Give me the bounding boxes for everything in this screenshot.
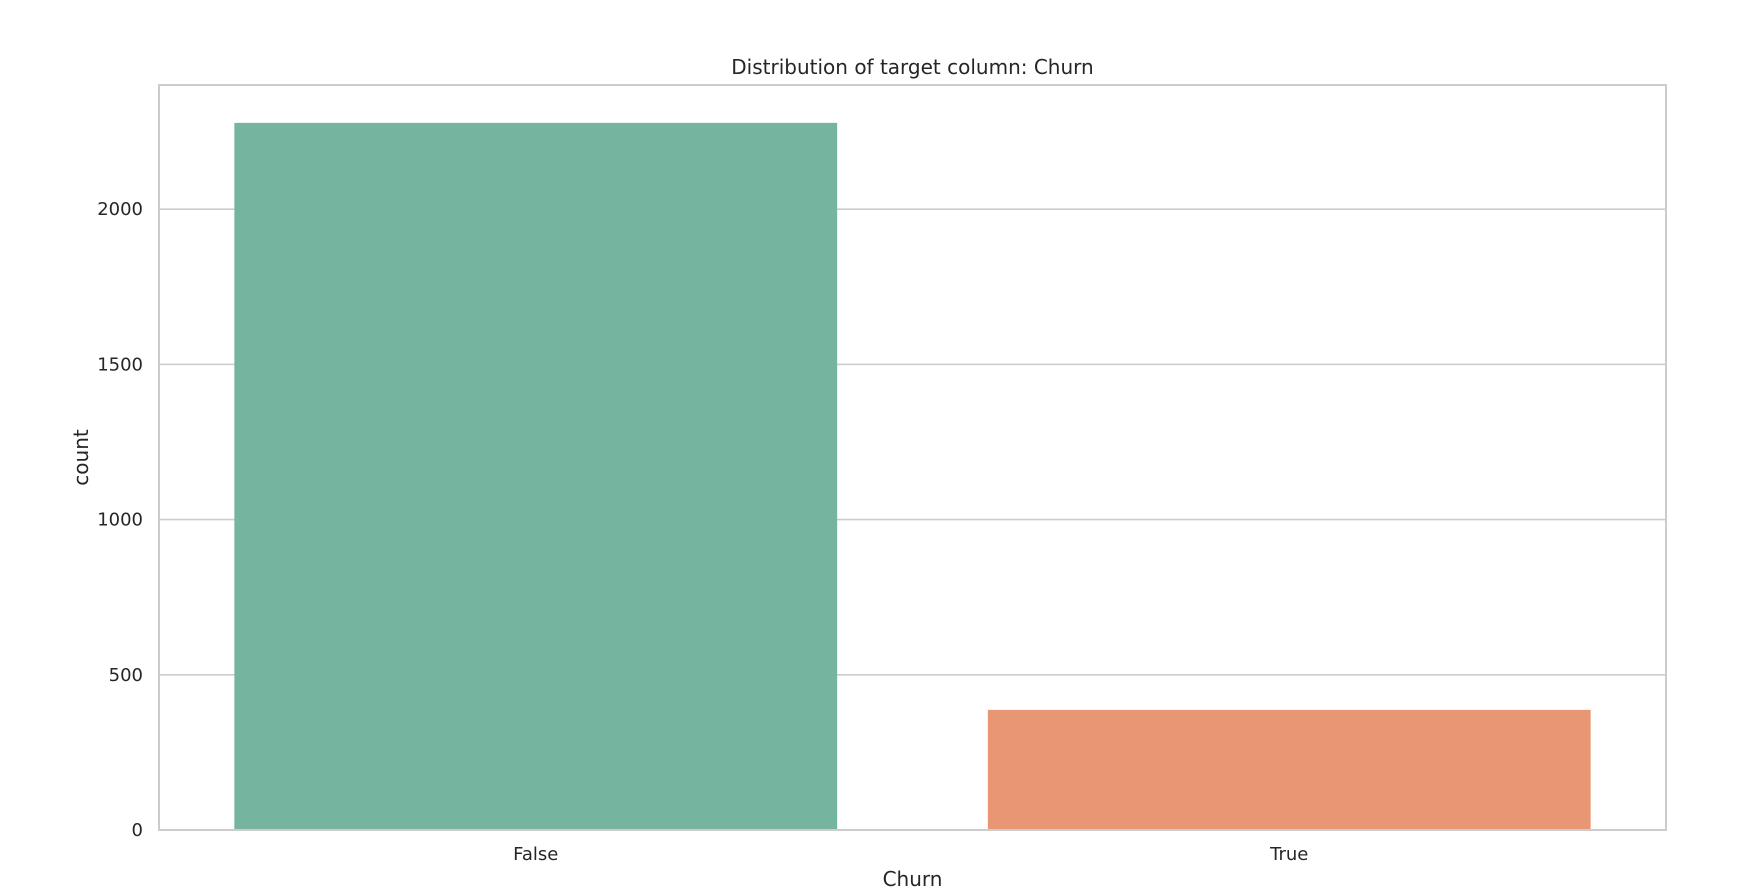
bar-true — [987, 709, 1591, 830]
y-tick-label: 2000 — [97, 199, 143, 220]
x-axis-label: Churn — [883, 867, 943, 891]
y-tick-label: 0 — [132, 820, 143, 841]
x-tick-label: False — [513, 844, 558, 865]
plot-frame — [158, 84, 1667, 831]
bars — [234, 122, 1591, 830]
y-tick-labels: 0 500 1000 1500 2000 — [97, 199, 143, 841]
bar-false — [234, 122, 838, 830]
x-tick-labels: False True — [513, 844, 1308, 865]
y-axis-label: count — [69, 429, 93, 486]
x-tick-label: True — [1269, 844, 1308, 865]
chart-title: Distribution of target column: Churn — [731, 55, 1093, 79]
y-tick-label: 1500 — [97, 354, 143, 375]
y-tick-label: 1000 — [97, 510, 143, 531]
y-tick-label: 500 — [109, 665, 143, 686]
